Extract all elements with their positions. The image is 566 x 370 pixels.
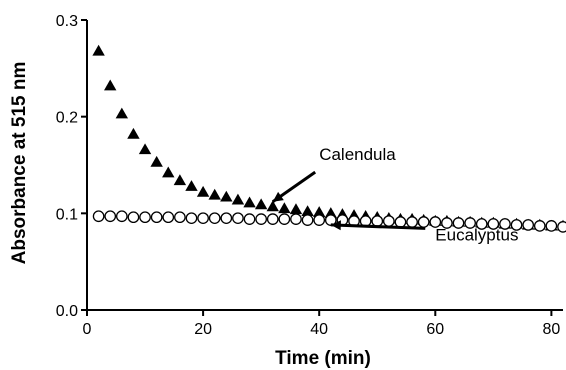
eucalyptus-point: [232, 212, 244, 225]
calendula-point: [196, 185, 210, 197]
eucalyptus-point: [510, 219, 523, 231]
eucalyptus-point: [104, 210, 117, 223]
eucalyptus-point: [301, 214, 314, 226]
eucalyptus-point: [127, 211, 140, 224]
y-tick-label: 0.0: [56, 303, 78, 320]
axes: 0.0 0.1 0.2 0.3 0 20 40 60 80: [56, 13, 563, 338]
eucalyptus-point: [150, 211, 163, 224]
eucalyptus-point: [487, 218, 500, 230]
calendula-point: [289, 203, 303, 215]
series-eucalyptus: [92, 210, 566, 233]
eucalyptus-point: [452, 217, 465, 229]
eucalyptus-point: [139, 211, 151, 224]
eucalyptus-point: [208, 212, 221, 225]
eucalyptus-point: [371, 215, 384, 227]
calendula-point: [150, 155, 163, 167]
eucalyptus-point: [92, 210, 105, 223]
annotation-calendula-label: Calendula: [319, 145, 396, 164]
annotations: Calendula Eucalyptus: [271, 145, 518, 244]
eucalyptus-point: [475, 218, 488, 230]
calendula-point: [312, 206, 326, 218]
calendula-point: [231, 193, 245, 205]
calendula-point: [254, 198, 268, 210]
y-axis-title: Absorbance at 515 nm: [9, 62, 30, 265]
eucalyptus-point: [464, 217, 476, 229]
eucalyptus-point: [441, 217, 453, 229]
y-tick-label: 0.2: [56, 110, 78, 127]
calendula-point: [243, 196, 256, 208]
calendula-point: [115, 107, 129, 119]
annotation-eucalyptus-arrow-shaft: [330, 223, 426, 230]
calendula-point: [266, 200, 279, 212]
x-tick-label: 0: [83, 321, 92, 338]
annotation-eucalyptus-label: Eucalyptus: [435, 225, 518, 244]
calendula-point: [208, 188, 221, 200]
eucalyptus-point: [243, 213, 256, 225]
calendula-point: [162, 166, 175, 178]
eucalyptus-point: [417, 216, 430, 228]
calendula-point: [173, 174, 187, 186]
eucalyptus-point: [545, 220, 558, 232]
calendula-point: [301, 205, 314, 217]
eucalyptus-point: [429, 216, 442, 228]
eucalyptus-point: [197, 212, 209, 225]
x-tick-label: 40: [310, 321, 328, 338]
eucalyptus-point: [313, 214, 326, 226]
eucalyptus-point: [522, 219, 535, 231]
calendula-point: [127, 127, 140, 139]
eucalyptus-point: [557, 221, 566, 233]
calendula-point: [138, 143, 152, 155]
calendula-point: [278, 202, 291, 214]
eucalyptus-point: [162, 211, 175, 224]
eucalyptus-point: [115, 210, 128, 223]
calendula-point: [92, 44, 105, 56]
annotation-calendula-arrow-head: [272, 191, 284, 202]
x-axis-title: Time (min): [275, 348, 371, 369]
x-tick-label: 80: [542, 321, 560, 338]
eucalyptus-point: [533, 220, 546, 232]
calendula-point: [185, 180, 198, 191]
calendula-point: [220, 190, 233, 202]
eucalyptus-point: [266, 213, 279, 225]
eucalyptus-point: [499, 218, 511, 230]
eucalyptus-point: [383, 215, 395, 227]
eucalyptus-point: [220, 212, 233, 225]
calendula-point: [104, 79, 117, 91]
eucalyptus-point: [278, 213, 291, 225]
eucalyptus-point: [406, 216, 418, 228]
eucalyptus-point: [394, 216, 407, 228]
x-tick-label: 20: [194, 321, 212, 338]
eucalyptus-point: [185, 212, 198, 225]
x-tick-label: 60: [426, 321, 444, 338]
eucalyptus-point: [290, 213, 302, 225]
eucalyptus-point: [255, 213, 267, 225]
y-tick-label: 0.3: [56, 13, 78, 30]
y-tick-label: 0.1: [56, 206, 78, 223]
annotation-eucalyptus-arrow-head: [330, 220, 341, 231]
series-calendula: [92, 44, 566, 231]
eucalyptus-point: [174, 211, 186, 224]
